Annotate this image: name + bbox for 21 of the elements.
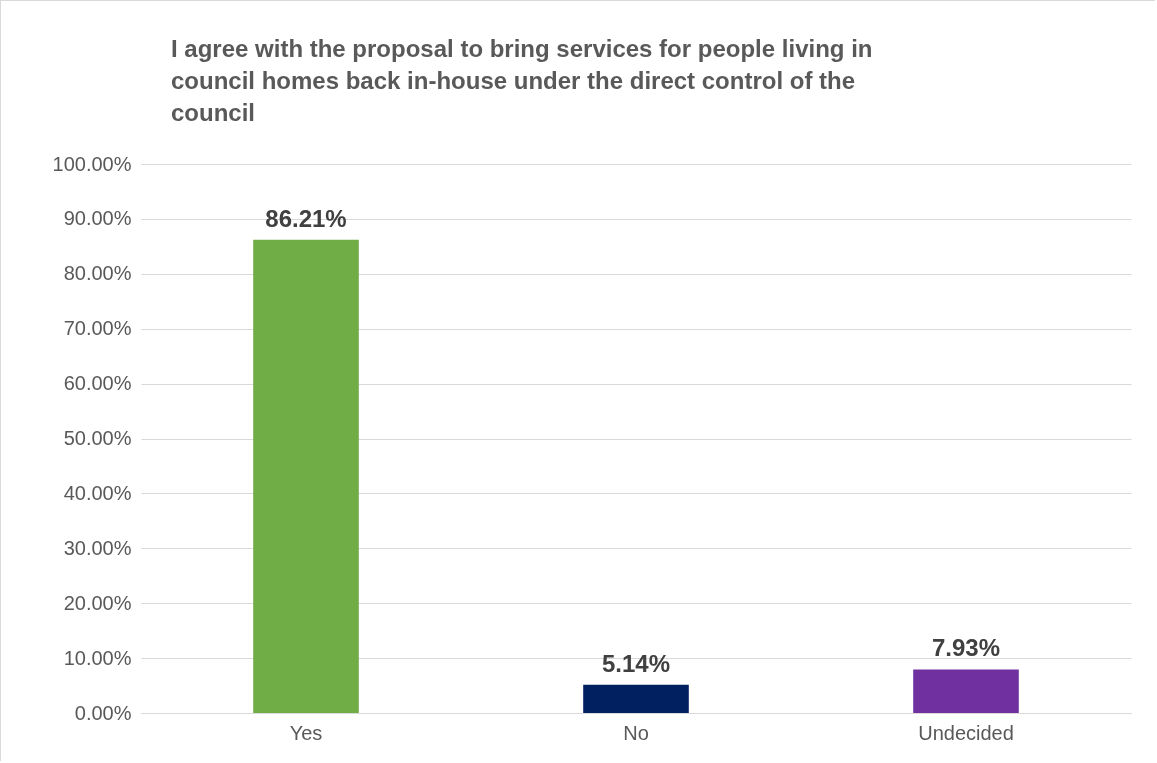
data-label: 7.93% xyxy=(931,634,1001,662)
x-tick-label: Undecided xyxy=(918,721,1014,744)
y-tick-label: 40.00% xyxy=(63,481,132,504)
y-tick-label: 20.00% xyxy=(63,591,132,614)
data-label: 86.21% xyxy=(265,204,347,232)
chart-title: I agree with the proposal to bring services for people living in council homes back in-house under the direct control of the council xyxy=(171,35,873,126)
y-tick-label: 30.00% xyxy=(63,536,132,559)
y-tick-label: 50.00% xyxy=(63,427,132,449)
y-tick-label: 90.00% xyxy=(63,207,132,230)
x-tick-label: Yes xyxy=(289,721,323,744)
x-tick-label: No xyxy=(623,721,649,744)
y-tick-label: 70.00% xyxy=(63,317,132,340)
y-tick-label: 10.00% xyxy=(63,646,132,669)
bar xyxy=(913,669,1019,713)
bar xyxy=(583,684,689,713)
bar xyxy=(253,239,359,713)
data-label: 5.14% xyxy=(601,649,671,677)
y-tick-label: 80.00% xyxy=(63,262,132,285)
y-tick-label: 60.00% xyxy=(63,372,132,395)
y-tick-label: 100.00% xyxy=(52,152,132,175)
y-tick-label: 0.00% xyxy=(74,701,132,724)
